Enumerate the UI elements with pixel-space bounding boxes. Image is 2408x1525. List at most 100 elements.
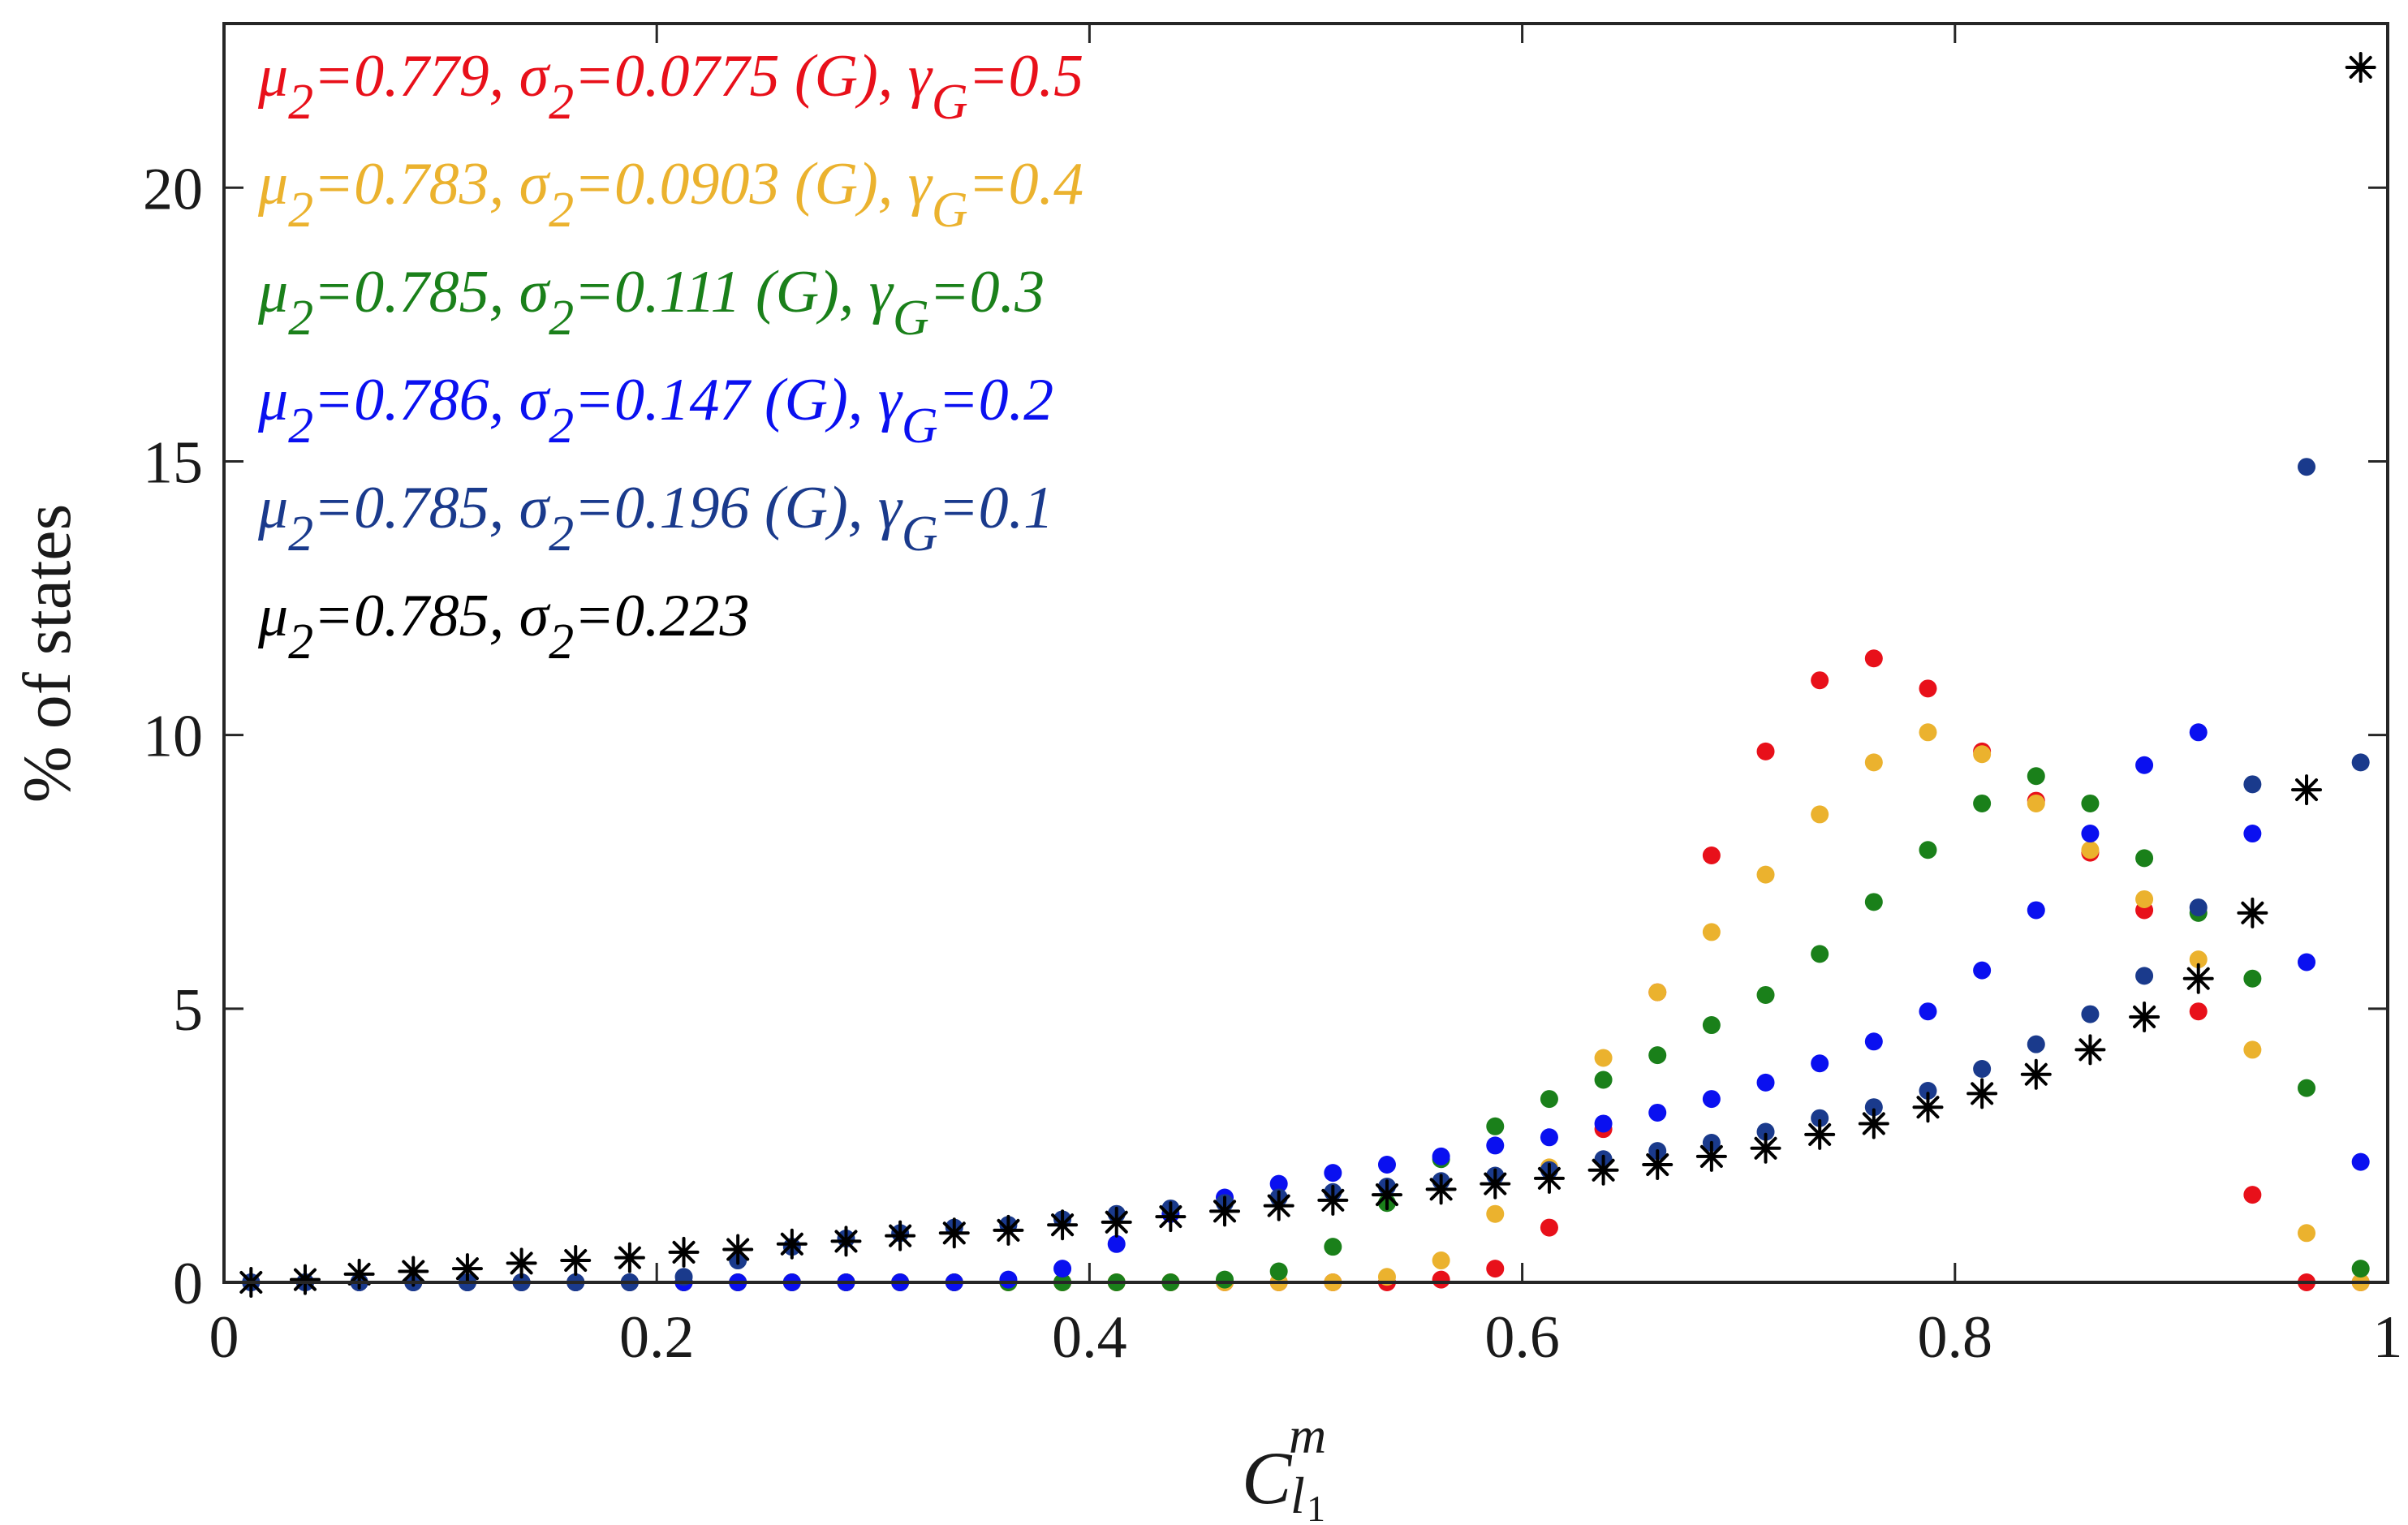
data-point-star xyxy=(1047,1209,1079,1241)
series-baseline xyxy=(235,51,2376,1298)
data-point xyxy=(1919,679,1937,698)
data-point-star xyxy=(560,1245,592,1277)
x-axis-label: C m l 1 xyxy=(1242,1407,1326,1525)
data-point xyxy=(2027,767,2045,786)
data-point xyxy=(1811,805,1829,824)
data-point-star xyxy=(1750,1132,1781,1164)
data-point-star xyxy=(668,1236,700,1268)
data-point xyxy=(1919,841,1937,859)
data-point xyxy=(1540,1218,1558,1237)
data-point-star xyxy=(1101,1206,1132,1238)
data-point xyxy=(999,1270,1018,1289)
data-point xyxy=(1486,1117,1505,1135)
legend-entry-gamma_0.2: μ2=0.786, σ2=0.147 (G), γG=0.2 xyxy=(257,367,1053,454)
data-point-star xyxy=(289,1264,321,1295)
data-point xyxy=(1702,1016,1721,1035)
data-point-star xyxy=(1317,1184,1349,1216)
data-point xyxy=(1864,1032,1883,1051)
data-point xyxy=(1756,1073,1775,1092)
data-point xyxy=(1594,1114,1613,1133)
data-point xyxy=(1648,1103,1667,1122)
data-point-star xyxy=(343,1258,375,1290)
data-point xyxy=(1811,1054,1829,1073)
data-point xyxy=(1269,1174,1288,1193)
y-tick-label: 0 xyxy=(173,1251,203,1317)
data-point xyxy=(2351,1152,2370,1171)
data-point xyxy=(2135,756,2154,774)
data-point xyxy=(1973,1060,1992,1079)
data-point xyxy=(1486,1260,1505,1278)
data-point-star xyxy=(1425,1174,1457,1205)
x-tick-label: 0.2 xyxy=(619,1304,695,1371)
data-point xyxy=(2243,1186,2262,1204)
data-point xyxy=(1919,1081,1937,1100)
data-point xyxy=(1648,1046,1667,1065)
y-tick-label: 5 xyxy=(173,977,203,1044)
data-point xyxy=(2189,1002,2208,1021)
data-point xyxy=(2298,458,2316,476)
y-axis-label: % of states xyxy=(10,504,85,803)
data-point xyxy=(1486,1204,1505,1223)
data-point-star xyxy=(398,1256,429,1287)
data-point-star xyxy=(2129,1001,2160,1032)
x-axis-label-subsub: 1 xyxy=(1307,1488,1325,1525)
data-point xyxy=(1324,1164,1342,1183)
data-point xyxy=(1486,1136,1505,1155)
data-point xyxy=(1540,1090,1558,1109)
data-point xyxy=(1811,671,1829,690)
data-point xyxy=(2243,1040,2262,1059)
data-point-star xyxy=(2237,897,2268,928)
data-point xyxy=(1432,1270,1450,1289)
data-point-star xyxy=(1858,1108,1889,1139)
data-point xyxy=(1864,753,1883,772)
data-point xyxy=(1973,794,1992,812)
data-point xyxy=(1756,865,1775,884)
data-point xyxy=(2298,1224,2316,1243)
data-point xyxy=(2243,825,2262,843)
data-point xyxy=(2351,1260,2370,1278)
data-point-star xyxy=(1804,1118,1836,1150)
data-point-star xyxy=(1371,1179,1402,1211)
y-tick-label: 20 xyxy=(143,156,203,222)
legend-entry-baseline: μ2=0.785, σ2=0.223 xyxy=(257,583,750,670)
data-point xyxy=(2081,1005,2100,1023)
data-point xyxy=(1324,1238,1342,1256)
data-point xyxy=(2081,841,2100,859)
data-point xyxy=(1756,985,1775,1004)
data-point xyxy=(1107,1234,1126,1253)
data-point xyxy=(2027,901,2045,920)
plot-frame xyxy=(222,22,2389,1284)
data-point-star xyxy=(2074,1034,2106,1066)
data-point xyxy=(1053,1260,1072,1278)
data-point xyxy=(2135,967,2154,985)
legend: μ2=0.779, σ2=0.0775 (G), γG=0.5 μ2=0.783,… xyxy=(257,43,1083,670)
data-point xyxy=(1702,1090,1721,1109)
data-point-star xyxy=(830,1226,862,1257)
x-tick-label: 1 xyxy=(2373,1304,2403,1371)
data-point xyxy=(2243,775,2262,794)
data-point-star xyxy=(938,1217,970,1249)
data-point-star xyxy=(1587,1154,1619,1186)
data-point xyxy=(1432,1147,1450,1165)
data-point-star xyxy=(1209,1195,1241,1227)
data-point-star xyxy=(1912,1092,1944,1123)
x-tick-label: 0 xyxy=(209,1304,239,1371)
y-tick-label: 10 xyxy=(143,704,203,770)
data-point xyxy=(2189,723,2208,742)
data-point xyxy=(2135,849,2154,868)
data-point xyxy=(2351,753,2370,772)
data-point xyxy=(2135,890,2154,908)
data-point-star xyxy=(885,1220,916,1251)
data-point-star xyxy=(506,1247,537,1279)
data-point xyxy=(2081,794,2100,812)
data-point xyxy=(2298,1079,2316,1097)
x-tick-label: 0.6 xyxy=(1484,1304,1560,1371)
data-point xyxy=(2243,969,2262,988)
legend-entry-gamma_0.5: μ2=0.779, σ2=0.0775 (G), γG=0.5 xyxy=(257,43,1083,130)
data-point xyxy=(1811,945,1829,963)
data-point-star xyxy=(1480,1168,1511,1200)
data-point xyxy=(1432,1251,1450,1270)
data-point xyxy=(1216,1270,1234,1289)
